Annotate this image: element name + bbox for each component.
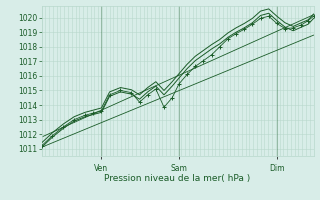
- X-axis label: Pression niveau de la mer( hPa ): Pression niveau de la mer( hPa ): [104, 174, 251, 183]
